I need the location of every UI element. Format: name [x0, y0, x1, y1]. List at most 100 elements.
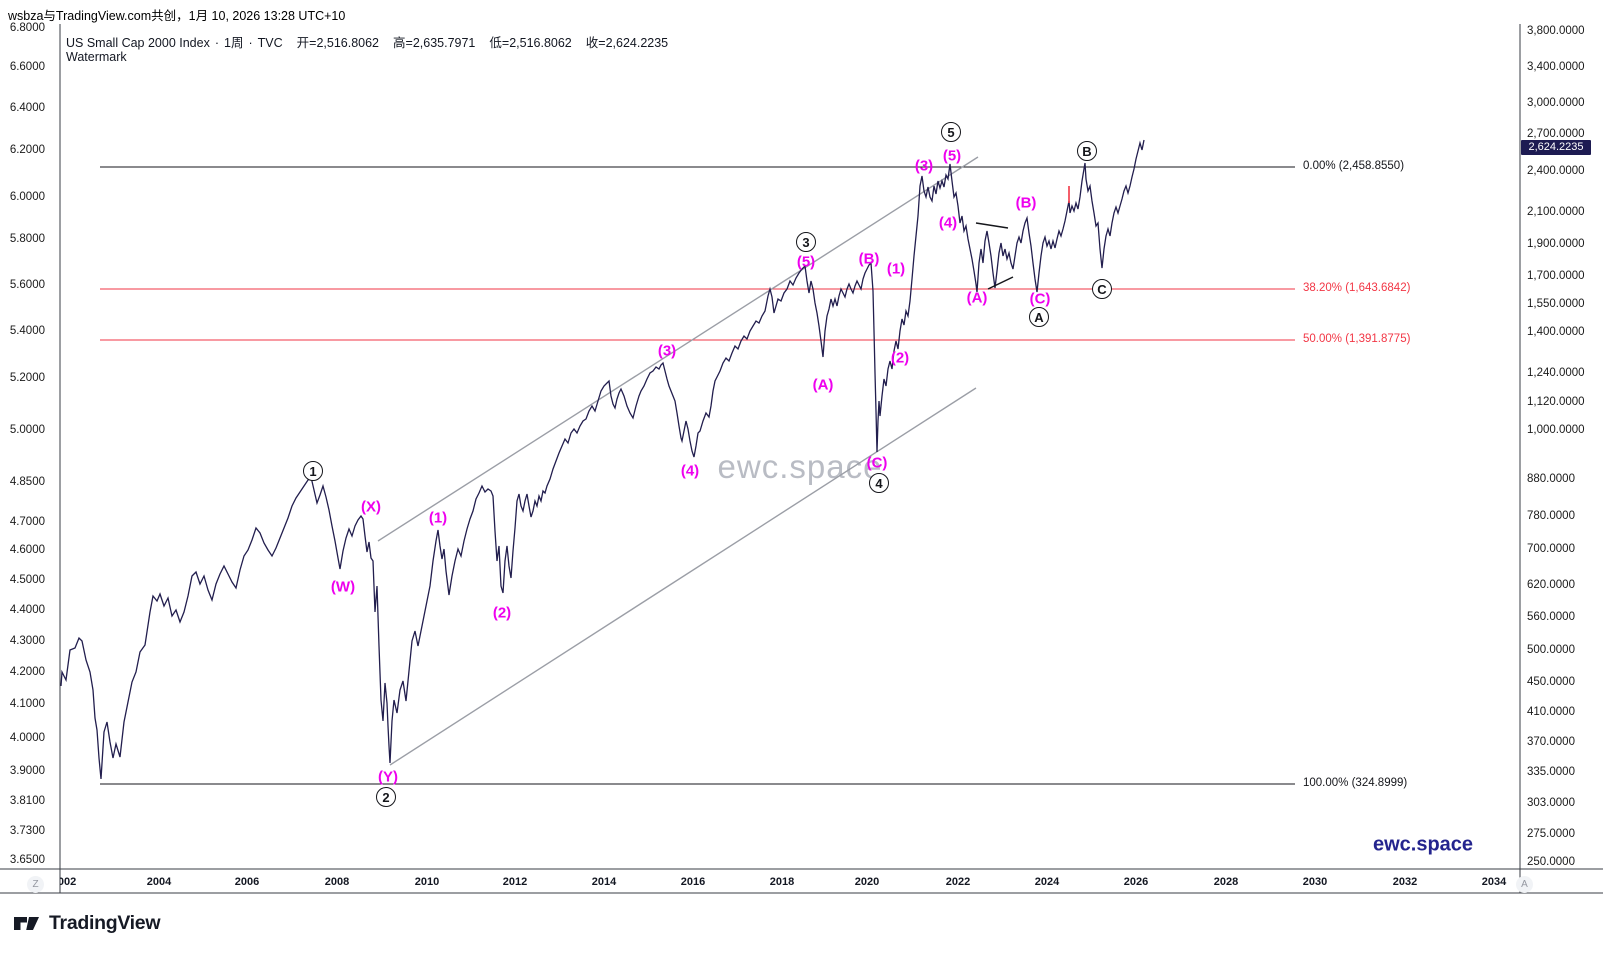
wave-circle-1[interactable]: 1: [303, 461, 323, 481]
left-axis-tick: 5.8000: [9, 233, 45, 245]
left-axis-tick: 4.7000: [9, 516, 45, 528]
wave-label-4[interactable]: (4): [680, 462, 700, 480]
ohlc-收: 收=2,624.2235: [585, 36, 669, 50]
wave-label-W[interactable]: (W): [330, 578, 356, 596]
time-axis-year-label: 2018: [769, 876, 795, 888]
wave-circle-5[interactable]: 5: [941, 122, 961, 142]
legend-separator: ·: [248, 36, 253, 50]
time-axis-year-label: 2016: [680, 876, 706, 888]
time-axis-year-label: 2022: [945, 876, 971, 888]
legend-separator: ·: [214, 36, 220, 50]
fib-level-label[interactable]: 100.00% (324.8999): [1303, 777, 1408, 789]
right-axis-tick: 2,400.0000: [1527, 165, 1585, 177]
left-axis-tick: 3.8100: [9, 795, 45, 807]
right-axis-tick: 1,900.0000: [1527, 238, 1585, 250]
timezone-button[interactable]: Z: [27, 876, 44, 893]
wave-label-1[interactable]: (1): [428, 509, 448, 527]
wave-label-5[interactable]: (5): [796, 253, 816, 271]
fib-level-label[interactable]: 38.20% (1,643.6842): [1303, 282, 1411, 294]
tradingview-logo-icon: [14, 917, 39, 930]
right-axis-tick: 410.0000: [1527, 706, 1575, 718]
left-axis-tick: 4.5000: [9, 574, 45, 586]
wave-label-A[interactable]: (A): [966, 289, 988, 307]
wave-circle-A[interactable]: A: [1029, 307, 1049, 327]
time-axis-year-label: 2014: [591, 876, 617, 888]
wave-label-A[interactable]: (A): [812, 376, 834, 394]
wave-label-Y[interactable]: (Y): [378, 768, 398, 786]
left-axis-tick: 3.7300: [9, 825, 45, 837]
share-attribution-text: wsbza与TradingView.com共创，1月 10, 2026 13:2…: [8, 9, 346, 23]
trend-channel-line[interactable]: [389, 387, 977, 766]
right-axis-tick: 275.0000: [1527, 828, 1575, 840]
time-axis-year-label: 2012: [502, 876, 528, 888]
fib-level-label[interactable]: 0.00% (2,458.8550): [1303, 160, 1405, 172]
left-axis-tick: 4.8500: [9, 476, 45, 488]
flag-pattern-line[interactable]: [975, 222, 1009, 229]
right-axis-tick: 700.0000: [1527, 543, 1575, 555]
left-axis-tick: 6.4000: [9, 102, 45, 114]
wave-label-3[interactable]: (3): [657, 342, 677, 360]
time-scale[interactable]: 2002 2004 2006 2008 2010 2012 2014 2016 2018 2020…: [60, 869, 1520, 893]
symbol-name[interactable]: US Small Cap 2000 Index: [66, 36, 210, 50]
right-axis-tick: 1,120.0000: [1527, 396, 1585, 408]
tradingview-logo-text: TradingView: [49, 912, 161, 934]
left-axis-tick: 6.2000: [9, 144, 45, 156]
wave-circle-4[interactable]: 4: [869, 473, 889, 493]
left-axis-tick: 4.2000: [9, 666, 45, 678]
time-axis-year-label: 2006: [234, 876, 260, 888]
wave-circle-3[interactable]: 3: [796, 232, 816, 252]
right-axis-tick: 1,550.0000: [1527, 298, 1585, 310]
left-axis-tick: 5.2000: [9, 372, 45, 384]
left-axis-tick: 5.0000: [9, 424, 45, 436]
wave-circle-C[interactable]: C: [1092, 279, 1112, 299]
wave-label-B[interactable]: (B): [858, 250, 880, 268]
price-line-series[interactable]: [60, 139, 1145, 780]
right-axis-tick: 1,240.0000: [1527, 367, 1585, 379]
right-axis-tick: 2,100.0000: [1527, 206, 1585, 218]
symbol-legend[interactable]: US Small Cap 2000 Index · 1周 · TVC 开=2,516.80…: [66, 32, 668, 51]
left-axis-tick: 6.8000: [9, 22, 45, 34]
wave-label-B[interactable]: (B): [1015, 194, 1037, 212]
wave-label-1[interactable]: (1): [886, 260, 906, 278]
wave-label-C[interactable]: (C): [866, 454, 888, 472]
time-axis-year-label: 2024: [1034, 876, 1060, 888]
wave-label-2[interactable]: (2): [492, 604, 512, 622]
right-axis-tick: 3,400.0000: [1527, 61, 1585, 73]
wave-circle-2[interactable]: 2: [376, 787, 396, 807]
right-axis-tick: 1,700.0000: [1527, 270, 1585, 282]
right-axis-tick: 2,700.0000: [1527, 128, 1585, 140]
flag-pattern-line[interactable]: [987, 276, 1014, 290]
right-axis-tick: 620.0000: [1527, 579, 1575, 591]
auto-scale-button[interactable]: A: [1516, 876, 1533, 893]
right-axis-tick: 1,000.0000: [1527, 424, 1585, 436]
wave-label-C[interactable]: (C): [1029, 290, 1051, 308]
wave-label-3[interactable]: (3): [914, 157, 934, 175]
last-price-badge: 2,624.2235: [1521, 140, 1591, 155]
time-axis-year-label: 2002: [60, 876, 77, 888]
fib-level-label[interactable]: 50.00% (1,391.8775): [1303, 333, 1411, 345]
exchange-name[interactable]: TVC: [257, 36, 283, 50]
wave-label-4[interactable]: (4): [938, 214, 958, 232]
wave-label-2[interactable]: (2): [890, 349, 910, 367]
left-axis-tick: 4.1000: [9, 698, 45, 710]
interval-value[interactable]: 1周: [224, 36, 244, 50]
time-axis-year-label: 2026: [1123, 876, 1149, 888]
right-axis-tick: 3,000.0000: [1527, 97, 1585, 109]
trend-channel-line[interactable]: [377, 156, 979, 542]
right-price-scale[interactable]: 3,800.0000 3,400.0000 3,000.0000 2,700.0000…: [1527, 0, 1603, 893]
left-axis-tick: 4.4000: [9, 604, 45, 616]
right-axis-tick: 780.0000: [1527, 510, 1575, 522]
right-axis-tick: 880.0000: [1527, 473, 1575, 485]
indicator-name-watermark-script[interactable]: Watermark: [66, 50, 127, 64]
wave-circle-B[interactable]: B: [1077, 141, 1097, 161]
ohlc-开: 开=2,516.8062: [296, 36, 380, 50]
right-axis-tick: 500.0000: [1527, 644, 1575, 656]
wave-label-5[interactable]: (5): [942, 147, 962, 165]
right-axis-tick: 370.0000: [1527, 736, 1575, 748]
left-axis-tick: 4.6000: [9, 544, 45, 556]
left-price-scale[interactable]: 6.8000 6.6000 6.4000 6.2000 6.0000 5.8000 5.60…: [0, 0, 53, 893]
wave-label-X[interactable]: (X): [361, 498, 381, 516]
time-axis-year-label: 2010: [414, 876, 440, 888]
tradingview-logo[interactable]: TradingView: [13, 912, 161, 935]
